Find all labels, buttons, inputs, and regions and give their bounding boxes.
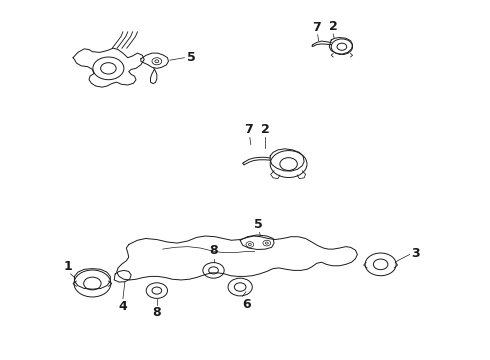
Text: 4: 4 <box>119 300 127 313</box>
Text: 7: 7 <box>312 21 321 33</box>
Text: 7: 7 <box>245 123 253 136</box>
Text: 8: 8 <box>152 306 161 319</box>
Text: 8: 8 <box>209 244 218 257</box>
Text: 2: 2 <box>261 123 270 136</box>
Text: 3: 3 <box>411 247 420 260</box>
Text: 6: 6 <box>243 298 251 311</box>
Text: 5: 5 <box>187 50 196 63</box>
Text: 5: 5 <box>254 219 263 231</box>
Text: 2: 2 <box>329 20 338 33</box>
Text: 1: 1 <box>64 260 73 273</box>
